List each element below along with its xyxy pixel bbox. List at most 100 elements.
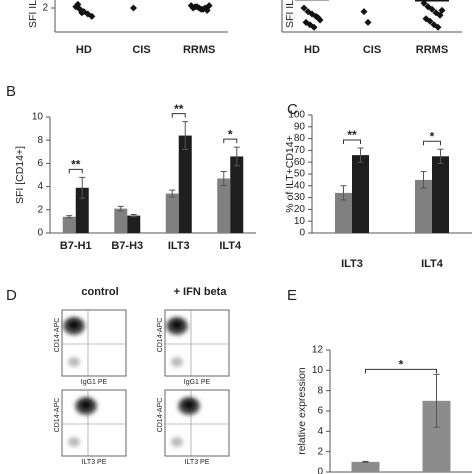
y-tick-label: 2 [42,3,48,14]
data-point [314,14,322,22]
y-tick-label: 6 [37,158,43,169]
error-bar [79,176,86,199]
y-axis-label: SFI IL [284,0,296,28]
x-tick-label: RRMS [183,44,215,56]
bar [178,135,192,233]
y-tick-label: 10 [32,112,44,123]
significance-label: * [430,129,435,143]
bar [114,208,128,233]
y-axis-label: relative expression [296,367,308,455]
panel-letter: C [287,101,298,118]
significance-bracket [223,138,238,144]
bar [230,156,244,233]
y-tick-label: 50 [294,169,306,180]
y-tick-label: 40 [294,180,306,191]
error-bar [362,460,369,463]
flow-y-label: CD14-APC [157,318,164,353]
data-point [434,23,442,31]
x-tick-label: ILT4 [219,240,242,252]
y-tick-label: 0 [299,228,305,239]
y-tick-label: 10 [312,365,324,376]
flow-x-label: IgG1 PE [81,379,108,386]
bar [351,461,380,472]
x-tick-label: ILT3 [168,240,190,252]
error-bar [340,185,347,201]
y-tick-label: 80 [294,133,306,144]
cell-cluster-core [68,320,80,330]
column-header: + IFN beta [174,286,228,298]
significance-bracket [423,140,441,146]
data-point [426,17,434,25]
cell-cluster-low [171,437,183,447]
error-bar [66,215,73,219]
bar [415,179,432,233]
y-tick-label: 100 [288,110,305,121]
y-axis-label: % of ILT+CD14+ [284,135,296,212]
error-bar [357,147,364,163]
significance-label: ** [347,128,357,142]
y-tick-label: 70 [294,145,306,156]
significance-bracket [343,139,361,145]
y-tick-label: 12 [312,345,324,356]
data-point [420,0,428,7]
flow-x-label: ILT3 PE [185,459,210,466]
cell-cluster-core [171,320,183,330]
cell-cluster-core [80,400,92,410]
x-tick-label: HD [304,44,320,56]
significance-label: * [228,127,233,141]
y-tick-label: 60 [294,157,306,168]
significance-bracket [68,168,83,174]
flow-x-label: ILT3 PE [82,459,107,466]
x-tick-label: CIS [363,44,381,56]
x-tick-label: HD [76,44,92,56]
y-tick-label: 2 [317,446,323,457]
panel-letter: B [6,83,16,100]
bar [352,155,369,233]
panel-letter: E [287,287,297,304]
x-tick-label: ILT3 [341,258,363,270]
error-bar [437,148,444,164]
data-point [300,4,308,12]
y-axis-label: SFI IL [27,0,39,28]
x-tick-label: B7-H1 [60,240,92,252]
data-point [428,5,436,13]
flow-y-label: CD14-APC [157,398,164,433]
column-header: control [81,286,118,298]
y-tick-label: 0 [317,467,323,474]
significance-bracket [365,368,437,374]
significance-label: ** [174,102,184,116]
cell-cluster-core [183,400,195,410]
data-point [364,18,372,26]
y-tick-label: 30 [294,192,306,203]
bar [217,178,231,233]
data-point [310,23,318,31]
data-point [360,8,368,16]
bar [75,187,89,233]
panel-letter: D [6,287,17,304]
y-axis-label: SFI [CD14+] [14,146,26,204]
y-tick-label: 6 [317,406,323,417]
error-bar [220,171,227,186]
y-tick-label: 4 [317,426,323,437]
x-tick-label: B7-H3 [111,240,143,252]
error-bar [130,213,137,218]
flow-y-label: CD14-APC [54,318,61,353]
flow-x-label: IgG1 PE [184,379,211,386]
data-point [130,4,137,12]
cell-cluster-low [171,357,183,367]
error-bar [117,205,124,212]
data-point [187,2,195,10]
cell-cluster-low [68,357,80,367]
x-tick-label: RRMS [416,44,448,56]
y-tick-label: 10 [294,216,306,227]
y-tick-label: 90 [294,121,306,132]
data-point [78,9,86,17]
significance-bracket [171,113,186,118]
y-tick-label: 4 [37,181,43,192]
error-bar [420,171,427,189]
y-tick-label: 8 [37,135,43,146]
cell-cluster-low [68,437,80,447]
significance-label: ** [71,157,81,171]
bar [127,215,141,233]
